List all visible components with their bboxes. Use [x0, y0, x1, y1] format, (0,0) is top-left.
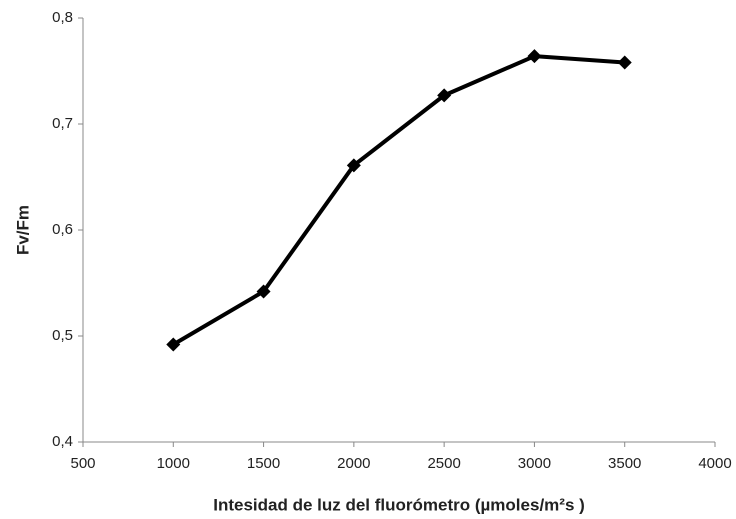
y-tick-label: 0,6 — [52, 221, 73, 238]
x-tick-label: 2500 — [427, 455, 460, 472]
y-tick-label: 0,4 — [52, 433, 73, 450]
x-tick-label: 1500 — [247, 455, 280, 472]
x-tick-label: 2000 — [337, 455, 370, 472]
x-tick-label: 3500 — [608, 455, 641, 472]
y-tick-label: 0,8 — [52, 9, 73, 26]
x-tick-label: 3000 — [518, 455, 551, 472]
x-tick-label: 500 — [70, 455, 95, 472]
y-tick-label: 0,5 — [52, 327, 73, 344]
data-point — [256, 284, 271, 299]
data-point — [166, 337, 181, 352]
y-axis-title: Fv/Fm — [13, 205, 32, 255]
data-point — [527, 49, 542, 64]
data-point — [346, 158, 361, 173]
data-point — [617, 55, 632, 70]
y-tick-label: 0,7 — [52, 115, 73, 132]
data-line — [172, 54, 625, 347]
x-axis-title: Intesidad de luz del fluorómetro (µmoles… — [213, 495, 585, 514]
x-tick-label: 4000 — [698, 455, 731, 472]
x-tick-label: 1000 — [157, 455, 190, 472]
data-point — [437, 88, 452, 103]
